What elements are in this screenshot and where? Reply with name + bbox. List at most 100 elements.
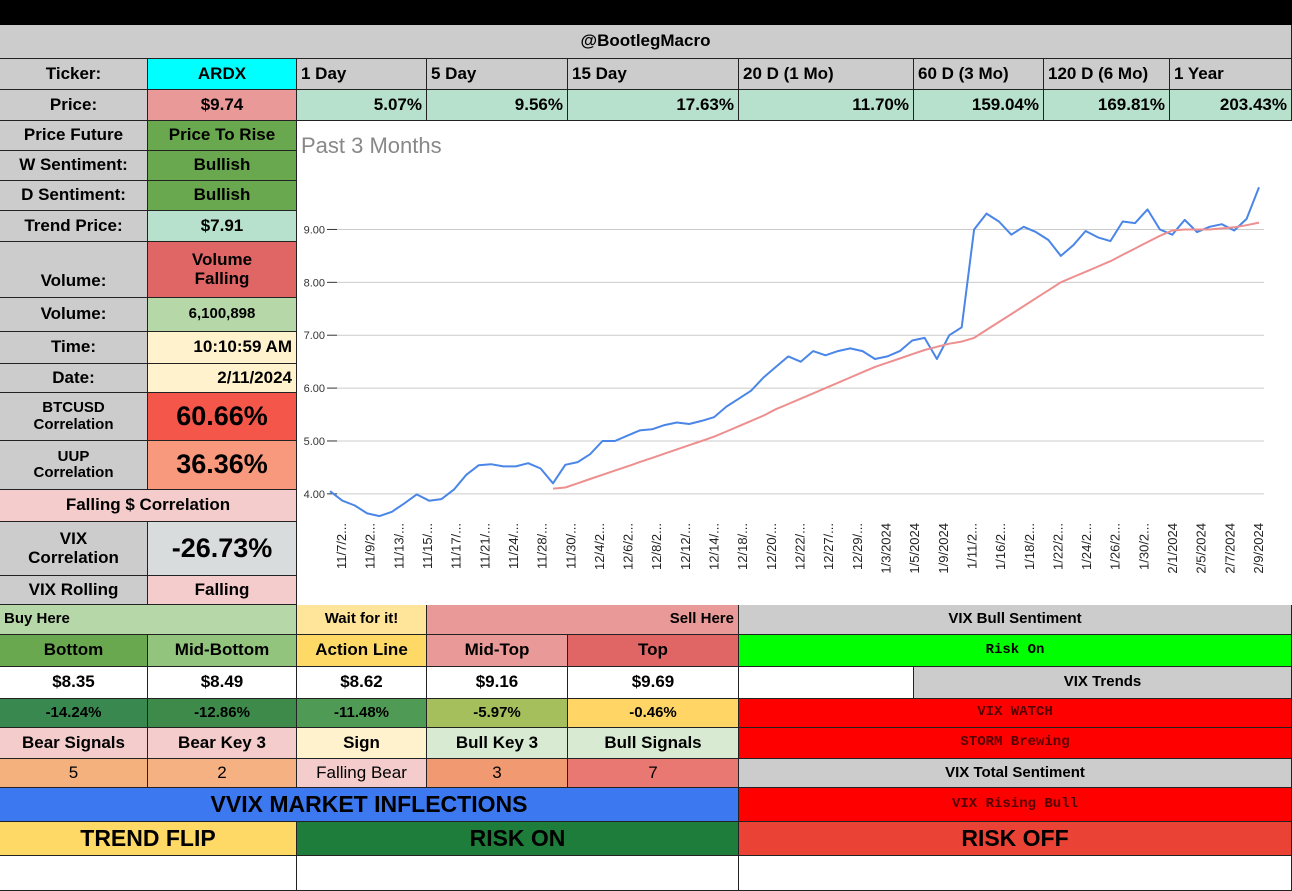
vix-correlation-label: VIX Correlation [0,522,148,576]
x-tick-label: 12/27/... [821,523,836,570]
x-tick-label: 11/17/... [449,523,464,569]
wait-for-it: Wait for it! [297,605,427,635]
price-chart: Past 3 Months 4.00 5.00 6.00 7.00 8.00 9.00 11/… [297,121,1292,605]
vix-trends-blank [739,667,914,699]
trend-price-value: $7.91 [148,211,297,242]
price-future-label: Price Future [0,121,148,151]
change-20-day: 11.70% [739,90,914,121]
chart-title: Past 3 Months [301,133,442,158]
change-60-day: 159.04% [914,90,1044,121]
risk-on-banner: RISK ON [297,822,739,856]
period-1-day: 1 Day [297,59,427,90]
w-sentiment-label: W Sentiment: [0,151,148,181]
x-tick-label: 12/4/2... [592,523,607,570]
level-pct-action-line: -11.48% [297,699,427,728]
x-tick-label: 2/1/2024 [1165,523,1180,574]
x-tick-label: 1/9/2024 [936,523,951,574]
uup-correlation-label: UUP Correlation [0,441,148,490]
x-tick-label: 11/15/... [420,523,435,569]
x-tick-label: 2/5/2024 [1194,523,1209,574]
change-1-day: 5.07% [297,90,427,121]
x-tick-label: 12/18/... [735,523,750,570]
y-tick-label: 6.00 [304,383,325,395]
signal-value-bear-key-3: 2 [148,759,297,788]
vix-risk-on: Risk On [739,635,1292,667]
x-tick-label: 11/21/... [477,523,492,569]
sell-here: Sell Here [427,605,739,635]
signal-value-sign: Falling Bear [297,759,427,788]
signal-value-bull-key-3: 3 [427,759,568,788]
level-pct-bottom: -14.24% [0,699,148,728]
x-tick-label: 1/24/2... [1079,523,1094,570]
change-5-day: 9.56% [427,90,568,121]
time-value: 10:10:59 AM [148,332,297,364]
price-label: Price: [0,90,148,121]
x-tick-label: 12/14/... [707,523,722,570]
risk-off-value[interactable] [739,856,1292,891]
vix-watch: VIX WATCH [739,699,1292,728]
level-pct-mid-bottom: -12.86% [148,699,297,728]
risk-on-value[interactable] [297,856,739,891]
period-1-year: 1 Year [1170,59,1292,90]
bear-signals-label: Bear Signals [22,732,125,752]
trend-price-label: Trend Price: [0,211,148,242]
x-tick-label: 11/9/2... [363,523,378,569]
date-label: Date: [0,364,148,393]
x-tick-label: 11/13/... [391,523,406,569]
x-tick-label: 1/18/2... [1022,523,1037,570]
level-header-bottom: Bottom [0,635,148,667]
vix-trends-label: VIX Trends [914,667,1292,699]
x-tick-label: 1/11/2... [964,523,979,569]
volume-trend-value: Volume Falling [148,242,297,298]
x-tick-label: 12/6/2... [621,523,636,570]
falling-correlation: Falling $ Correlation [0,490,297,522]
volume-trend-label: Volume: [0,242,148,298]
y-tick-label: 5.00 [304,436,325,448]
level-price-action-line: $8.62 [297,667,427,699]
date-value: 2/11/2024 [148,364,297,393]
d-sentiment-value: Bullish [148,181,297,211]
level-price-mid-top: $9.16 [427,667,568,699]
btc-correlation-label: BTCUSD Correlation [0,393,148,441]
x-tick-label: 1/26/2... [1108,523,1123,570]
y-tick-label: 9.00 [304,224,325,236]
y-tick-label: 8.00 [304,277,325,289]
x-tick-label: 11/7/2... [334,523,349,569]
trend-flip-value[interactable] [0,856,297,891]
level-price-mid-bottom: $8.49 [148,667,297,699]
buy-here: Buy Here [0,605,297,635]
time-label: Time: [0,332,148,364]
btc-correlation-value: 60.66% [148,393,297,441]
vix-bull-sentiment-label: VIX Bull Sentiment [739,605,1292,635]
x-tick-label: 11/28/... [535,523,550,569]
ticker-value[interactable]: ARDX [148,59,297,90]
price-value: $9.74 [148,90,297,121]
x-tick-label: 1/22/2... [1050,523,1065,570]
period-15-day: 15 Day [568,59,739,90]
vvix-title: VVIX MARKET INFLECTIONS [0,788,739,822]
vix-rising-bull: VIX Rising Bull [739,788,1292,822]
signal-header-bull-key-3: Bull Key 3 [427,728,568,759]
x-tick-label: 1/30/2... [1136,523,1151,570]
w-sentiment-value: Bullish [148,151,297,181]
signal-header-sign: Sign [297,728,427,759]
period-5-day: 5 Day [427,59,568,90]
signal-header-bear-signals: Bear Signals [0,728,148,759]
price-chart-svg: Past 3 Months 4.00 5.00 6.00 7.00 8.00 9.00 11/… [301,133,1266,574]
y-tick-label: 4.00 [304,489,325,501]
x-tick-label: 1/16/2... [993,523,1008,570]
uup-correlation-value: 36.36% [148,441,297,490]
change-120-day: 169.81% [1044,90,1170,121]
signal-value-bull-signals: 7 [568,759,739,788]
signal-header-bull-signals: Bull Signals [568,728,739,759]
level-header-top: Top [568,635,739,667]
level-price-top: $9.69 [568,667,739,699]
d-sentiment-label: D Sentiment: [0,181,148,211]
trend-series-line [552,221,1260,490]
vix-total-sentiment-label: VIX Total Sentiment [739,759,1292,788]
vix-rolling-value: Falling [148,576,297,605]
period-60-day: 60 D (3 Mo) [914,59,1044,90]
vix-rolling-label: VIX Rolling [0,576,148,605]
x-tick-label: 2/9/2024 [1251,523,1266,574]
period-120-day: 120 D (6 Mo) [1044,59,1170,90]
